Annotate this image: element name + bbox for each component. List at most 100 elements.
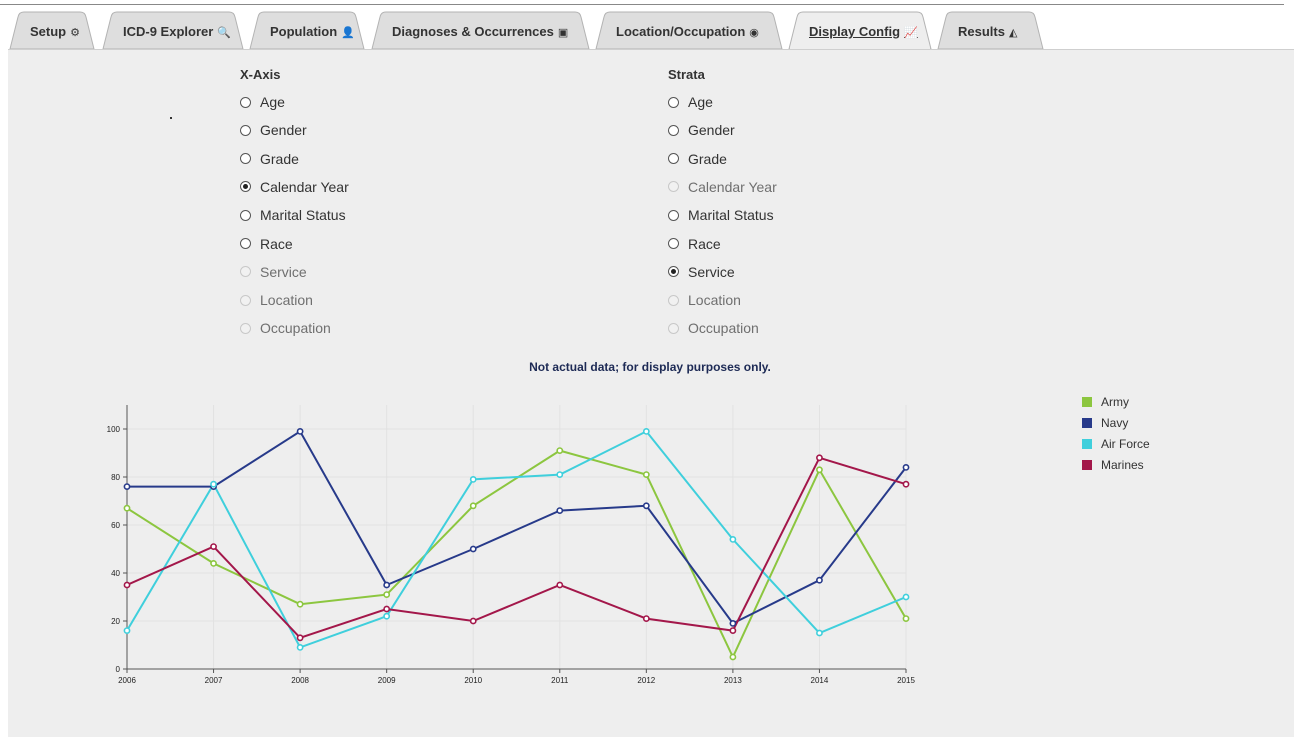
tab-shape-results xyxy=(937,11,1044,49)
xaxis-option-gender[interactable]: Gender xyxy=(240,120,307,140)
data-point-air-force xyxy=(296,644,304,651)
radio-unchecked[interactable] xyxy=(240,238,251,249)
strata-option-location: Location xyxy=(668,290,741,310)
radio-label: Race xyxy=(260,235,293,252)
tab-label: Location/Occupation xyxy=(616,24,746,39)
radio-unchecked[interactable] xyxy=(668,238,679,249)
tab-setup[interactable]: Setup ⚙ xyxy=(30,24,80,39)
legend-item-marines[interactable]: Marines xyxy=(1082,454,1150,475)
radio-unchecked[interactable] xyxy=(668,209,679,221)
data-point-air-force xyxy=(816,629,823,637)
data-point-marines xyxy=(642,615,650,622)
tab-icd-9-explorer[interactable]: ICD-9 Explorer 🔍 xyxy=(123,24,231,39)
data-point-air-force xyxy=(383,612,391,620)
chart-legend: Army Navy Air Force Marines xyxy=(1082,391,1150,475)
xaxis-option-race[interactable]: Race xyxy=(240,234,293,254)
stray-dot xyxy=(170,117,172,119)
data-point-army xyxy=(296,600,304,608)
x-tick-label: 2008 xyxy=(291,676,309,685)
xaxis-option-marital-status[interactable]: Marital Status xyxy=(240,205,346,225)
data-point-navy xyxy=(816,576,823,584)
radio-unchecked[interactable] xyxy=(240,153,251,165)
xaxis-option-age[interactable]: Age xyxy=(240,92,285,112)
radio-label: Grade xyxy=(260,150,299,167)
series-line-marines xyxy=(126,456,907,639)
data-point-marines xyxy=(729,627,737,634)
radio-label: Calendar Year xyxy=(688,178,777,195)
tab-display-config[interactable]: Display Config 📈 xyxy=(809,24,918,39)
x-tick-label: 2013 xyxy=(724,676,742,685)
tab-results[interactable]: Results ◭ xyxy=(958,24,1017,39)
strata-option-race[interactable]: Race xyxy=(668,234,721,254)
data-point-army xyxy=(902,615,910,622)
y-tick-label: 100 xyxy=(107,425,121,434)
data-point-marines xyxy=(556,581,564,589)
strata-option-gender[interactable]: Gender xyxy=(668,120,735,140)
legend-swatch xyxy=(1082,417,1092,428)
strata-option-age[interactable]: Age xyxy=(668,92,713,112)
data-point-marines xyxy=(469,617,477,625)
data-point-army xyxy=(556,447,564,454)
radio-checked[interactable] xyxy=(668,266,679,278)
radio-unchecked[interactable] xyxy=(240,96,251,108)
legend-item-air-force[interactable]: Air Force xyxy=(1082,433,1150,454)
series-line-air-force xyxy=(126,430,907,649)
active-tab-joiner xyxy=(790,48,930,49)
radio-label: Race xyxy=(688,235,721,252)
xaxis-option-grade[interactable]: Grade xyxy=(240,149,299,169)
radio-label: Age xyxy=(688,94,713,110)
data-point-navy xyxy=(642,502,650,510)
data-point-marines xyxy=(123,581,131,589)
legend-label: Navy xyxy=(1101,415,1129,430)
tab-shape-icd-9-explorer xyxy=(102,11,244,49)
tab-shape-population xyxy=(249,11,365,49)
radio-unchecked[interactable] xyxy=(240,209,251,221)
series-line-navy xyxy=(127,429,907,625)
radio-unchecked[interactable] xyxy=(668,153,679,165)
tab-population[interactable]: Population 👤 xyxy=(270,24,355,39)
strata-title: Strata xyxy=(668,67,705,82)
xaxis-option-calendar-year[interactable]: Calendar Year xyxy=(240,177,349,197)
radio-label: Location xyxy=(688,292,741,309)
data-point-navy xyxy=(123,483,131,490)
xaxis-option-occupation: Occupation xyxy=(240,318,331,338)
tab-label: Population xyxy=(270,24,338,39)
strata-option-service[interactable]: Service xyxy=(668,262,735,282)
radio-label: Occupation xyxy=(688,320,759,337)
radio-unchecked[interactable] xyxy=(668,96,679,108)
strata-option-calendar-year: Calendar Year xyxy=(668,177,777,197)
radio-unchecked[interactable] xyxy=(240,124,251,136)
search-icon: 🔍 xyxy=(217,27,232,39)
tab-shape-setup xyxy=(9,11,95,49)
tab-label: ICD-9 Explorer xyxy=(123,24,214,39)
tab-label: Diagnoses & Occurrences xyxy=(392,24,554,39)
data-point-marines xyxy=(383,605,391,613)
xaxis-title: X-Axis xyxy=(240,67,281,82)
tab-shape-display-config xyxy=(788,11,932,49)
series-line-army xyxy=(126,449,907,660)
top-border xyxy=(0,4,1284,5)
legend-item-army[interactable]: Army xyxy=(1082,391,1150,412)
legend-swatch xyxy=(1082,438,1092,449)
data-point-army xyxy=(816,466,823,474)
data-point-navy xyxy=(383,581,391,589)
radio-checked[interactable] xyxy=(240,181,251,193)
tab-location-occupation[interactable]: Location/Occupation ◉ xyxy=(616,24,759,39)
data-point-air-force xyxy=(729,536,737,543)
x-tick-label: 2007 xyxy=(205,676,223,685)
x-tick-label: 2011 xyxy=(551,676,569,685)
radio-unchecked[interactable] xyxy=(668,124,679,136)
radio-label: Service xyxy=(260,263,307,280)
radio-label: Gender xyxy=(688,122,735,139)
strata-option-grade[interactable]: Grade xyxy=(668,149,727,169)
radio-unchecked xyxy=(240,266,251,278)
radio-label: Marital Status xyxy=(260,207,346,224)
legend-item-navy[interactable]: Navy xyxy=(1082,412,1150,433)
medkit-icon: ▣ xyxy=(557,27,569,39)
tab-shapes xyxy=(9,11,1044,49)
tab-diagnoses-occurrences[interactable]: Diagnoses & Occurrences ▣ xyxy=(392,24,568,39)
strata-option-marital-status[interactable]: Marital Status xyxy=(668,205,774,225)
disclaimer-note: Not actual data; for display purposes on… xyxy=(529,360,771,374)
tab-label: Display Config xyxy=(809,24,901,39)
